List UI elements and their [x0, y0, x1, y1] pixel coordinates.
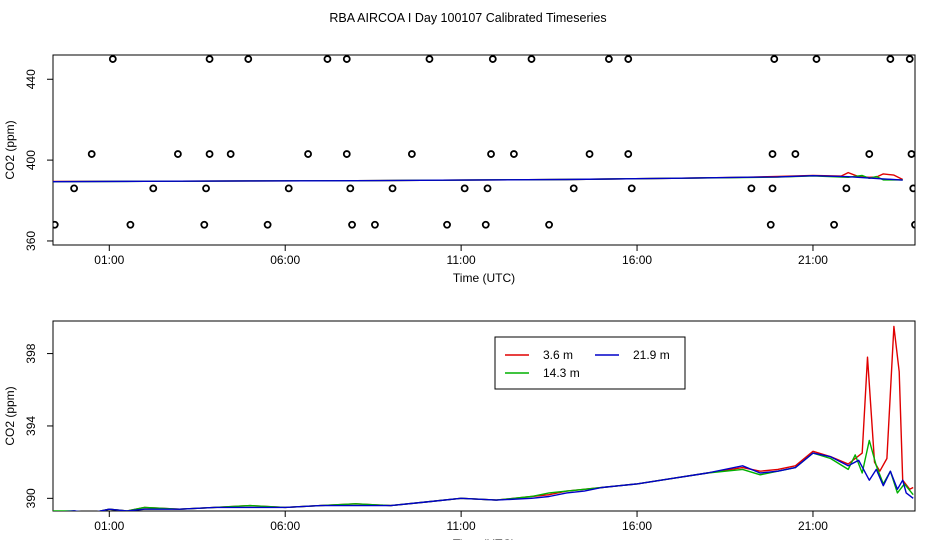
y-tick-label: 440 — [24, 69, 38, 89]
x-tick-label: 11:00 — [447, 253, 476, 267]
scatter-point — [284, 184, 293, 193]
scatter-point — [768, 184, 777, 193]
y-tick-label: 400 — [24, 150, 38, 170]
scatter-point — [766, 220, 775, 229]
scatter-point — [791, 150, 800, 158]
y-tick-label: 390 — [24, 488, 38, 508]
scatter-point — [481, 220, 490, 229]
legend-box — [494, 336, 686, 390]
scatter-point — [205, 150, 214, 158]
scatter-point — [53, 220, 59, 229]
scatter-point — [205, 55, 214, 63]
scatter-point — [510, 150, 518, 158]
scatter-point — [70, 184, 79, 193]
scatter-point — [905, 55, 914, 63]
plot-frame — [52, 54, 916, 246]
y-tick-label: 360 — [24, 231, 38, 251]
y-tick-label: 398 — [24, 343, 38, 363]
scatter-point — [585, 150, 594, 158]
scatter-point — [174, 150, 182, 158]
scatter-point — [488, 55, 497, 63]
x-tick-label: 16:00 — [622, 253, 652, 267]
scatter-point — [460, 184, 469, 193]
scatter-point — [624, 55, 633, 63]
scatter-point — [371, 220, 379, 229]
scatter-point — [886, 55, 895, 63]
scatter-point — [747, 184, 756, 193]
scatter-point — [149, 184, 158, 193]
x-tick-label: 11:00 — [447, 519, 476, 533]
x-axis-label: Time (UTC) — [453, 271, 515, 285]
plot-area — [53, 55, 915, 229]
scatter-point — [304, 150, 312, 158]
legend-entry: 3.6 m — [543, 348, 573, 362]
scatter-point — [202, 184, 210, 193]
series-line-3-6-m — [64, 325, 914, 511]
scatter-point — [842, 184, 851, 193]
scatter-point — [830, 220, 838, 229]
scatter-point — [323, 55, 332, 63]
scatter-point — [407, 150, 416, 158]
scatter-point — [907, 150, 915, 158]
legend-entry: 14.3 m — [543, 366, 580, 380]
top-panel: 01:00 06:00 11:00 16:00 21:00 360 400 440 Time (… — [3, 54, 916, 285]
chart-title: RBA AIRCOA I Day 100107 Calibrated Times… — [329, 11, 606, 25]
x-tick-label: 21:00 — [798, 519, 828, 533]
y-axis-label: CO2 (ppm) — [3, 120, 17, 179]
series-line-14-3-m — [53, 439, 914, 511]
x-tick-label: 01:00 — [94, 253, 124, 267]
scatter-point — [263, 220, 272, 229]
scatter-point — [770, 55, 779, 63]
scatter-point — [768, 150, 777, 158]
y-tick-label: 394 — [24, 416, 38, 436]
x-tick-label: 06:00 — [270, 253, 300, 267]
scatter-point — [483, 184, 492, 193]
x-tick-label: 21:00 — [798, 253, 828, 267]
scatter-point — [348, 220, 356, 229]
scatter-point — [909, 184, 915, 193]
scatter-point — [244, 55, 253, 63]
scatter-point — [627, 184, 636, 193]
scatter-point — [865, 150, 874, 158]
x-tick-label: 01:00 — [94, 519, 124, 533]
scatter-point — [443, 220, 451, 229]
scatter-point — [527, 55, 536, 63]
scatter-point — [812, 55, 821, 63]
plot-frame — [52, 320, 916, 512]
scatter-point — [911, 220, 915, 229]
series-line-21-9-m — [53, 174, 903, 183]
x-tick-label: 06:00 — [270, 519, 300, 533]
scatter-point — [87, 150, 96, 158]
legend-entry: 21.9 m — [633, 348, 670, 362]
scatter-point — [342, 55, 351, 63]
scatter-point — [624, 150, 633, 158]
scatter-point — [388, 184, 397, 193]
scatter-point — [605, 55, 613, 63]
scatter-point — [108, 55, 117, 63]
series-line-21-9-m — [64, 452, 914, 511]
scatter-point — [200, 220, 209, 229]
scatter-point — [226, 150, 235, 158]
scatter-point — [487, 150, 495, 158]
y-axis-label: CO2 (ppm) — [3, 386, 17, 445]
scatter-point — [569, 184, 578, 193]
scatter-point — [342, 150, 351, 158]
x-tick-label: 16:00 — [622, 519, 652, 533]
legend: 3.6 m 14.3 m 21.9 m — [494, 336, 686, 390]
scatter-point — [425, 55, 434, 63]
scatter-point — [545, 220, 553, 229]
scatter-point — [126, 220, 135, 229]
scatter-point — [346, 184, 355, 193]
plot-area — [53, 325, 914, 511]
